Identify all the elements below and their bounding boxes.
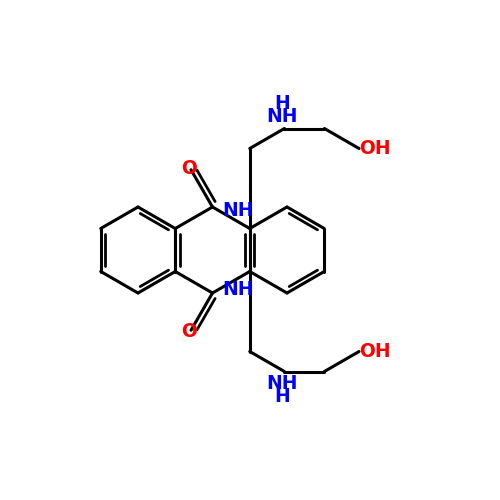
Text: NH: NH: [222, 280, 254, 299]
Text: H: H: [274, 387, 290, 406]
Text: OH: OH: [359, 342, 391, 361]
Text: O: O: [181, 160, 197, 178]
Text: OH: OH: [359, 139, 391, 158]
Text: NH: NH: [266, 107, 298, 126]
Text: NH: NH: [222, 201, 254, 220]
Text: NH: NH: [266, 374, 298, 393]
Text: O: O: [181, 322, 197, 340]
Text: H: H: [274, 94, 290, 113]
